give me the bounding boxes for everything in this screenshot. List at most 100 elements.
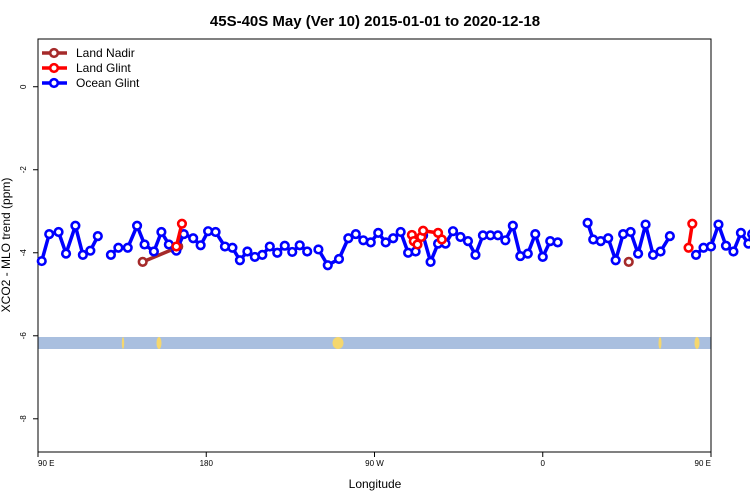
ocean-glint-point — [713, 219, 724, 230]
land-patch — [156, 337, 162, 349]
ocean-glint-point — [350, 228, 361, 240]
legend-ocean-glint-label: Ocean Glint — [76, 76, 140, 90]
ocean-glint-point — [131, 220, 143, 231]
ocean-glint-point — [720, 240, 732, 251]
ocean-glint-point — [690, 249, 702, 260]
land-glint-point — [171, 241, 182, 252]
ocean-glint-point — [92, 231, 103, 242]
ocean-glint-point — [447, 226, 459, 237]
ocean-glint-point — [552, 237, 563, 248]
ocean-glint-point — [122, 242, 133, 253]
ocean-glint-point — [470, 249, 481, 260]
ocean-glint-point — [530, 228, 541, 240]
ocean-glint-point — [313, 244, 324, 255]
ocean-glint-point — [492, 230, 503, 241]
land-glint-point — [412, 239, 423, 250]
land-nadir-point — [623, 256, 634, 267]
ocean-glint-point — [705, 241, 717, 252]
ocean-glint-point — [85, 245, 96, 256]
ocean-glint-point — [113, 242, 124, 253]
ocean-glint-point — [148, 246, 160, 257]
ocean-glint-point — [272, 247, 283, 258]
ocean-glint-point — [105, 249, 117, 260]
ocean-glint-point — [70, 220, 81, 231]
ocean-glint-point — [388, 233, 399, 244]
ocean-glint-point — [462, 236, 474, 247]
y-tick-label: -2 — [19, 166, 28, 174]
ocean-glint-series — [36, 217, 750, 271]
y-tick-label: -6 — [19, 332, 28, 340]
y-tick-label: 0 — [19, 84, 28, 89]
land-glint-point — [176, 218, 188, 229]
ocean-glint-point — [53, 226, 64, 238]
ocean-glint-point — [264, 241, 275, 252]
land-patch — [332, 337, 344, 349]
ocean-glint-point — [257, 249, 268, 260]
legend-land-glint-label: Land Glint — [76, 61, 131, 75]
land-glint-point — [683, 242, 694, 253]
ocean-glint-point — [36, 255, 47, 267]
ocean-glint-point — [537, 251, 548, 263]
ocean-glint-point — [507, 220, 518, 231]
legend-land-nadir-marker — [48, 47, 60, 59]
ocean-glint-point — [365, 237, 376, 248]
y-axis: 0 -2 -4 -6 -8 — [19, 84, 38, 422]
ocean-glint-point — [302, 246, 313, 257]
ocean-glint-point — [322, 260, 333, 271]
legend-land-nadir-label: Land Nadir — [76, 46, 135, 60]
series-layer — [36, 217, 750, 271]
ocean-glint-point — [395, 226, 406, 238]
ocean-glint-point — [227, 242, 238, 253]
ocean-glint-point — [294, 240, 305, 251]
land-patch — [121, 337, 125, 349]
legend-land-glint-marker — [48, 62, 60, 74]
ocean-glint-point — [188, 233, 199, 244]
x-tick-label: 0 — [541, 459, 546, 468]
ocean-glint-point — [582, 217, 593, 228]
ocean-glint-point — [60, 248, 72, 259]
ocean-glint-point — [728, 246, 739, 257]
ocean-glint-point — [210, 226, 221, 238]
land-glint-point — [436, 234, 447, 245]
x-tick-label: 90 E — [38, 459, 54, 468]
ocean-glint-point — [655, 246, 666, 257]
y-tick-label: -8 — [19, 415, 28, 423]
ocean-glint-point — [373, 227, 384, 238]
ocean-strip — [38, 337, 711, 349]
y-tick-label: -4 — [19, 249, 28, 257]
ocean-glint-point — [625, 226, 636, 238]
ocean-glint-point — [500, 235, 511, 246]
x-tick-label: 90 E — [695, 459, 711, 468]
land-patch — [658, 337, 662, 349]
ocean-glint-point — [603, 233, 614, 244]
ocean-glint-point — [455, 231, 466, 243]
ocean-glint-point — [735, 227, 747, 238]
ocean-glint-point — [242, 246, 253, 257]
land-glint-series — [171, 218, 698, 253]
ocean-glint-point — [333, 253, 345, 265]
ocean-glint-point — [279, 240, 290, 251]
ocean-glint-point — [139, 239, 150, 250]
chart-title: 45S-40S May (Ver 10) 2015-01-01 to 2020-… — [210, 13, 540, 30]
ocean-glint-point — [287, 246, 298, 258]
ocean-glint-point — [234, 255, 245, 266]
ocean-glint-point — [640, 219, 651, 230]
land-mask-strip — [38, 337, 711, 349]
land-glint-point — [418, 225, 429, 236]
ocean-glint-point — [380, 237, 391, 248]
ocean-glint-point — [664, 231, 675, 242]
ocean-glint-point — [44, 228, 55, 240]
x-axis-label: Longitude — [349, 477, 402, 491]
x-tick-label: 90 W — [365, 459, 384, 468]
ocean-glint-point — [743, 238, 750, 249]
ocean-glint-point — [77, 249, 88, 260]
ocean-glint-point — [425, 256, 436, 267]
legend-ocean-glint-marker — [48, 77, 60, 89]
x-tick-label: 180 — [200, 459, 214, 468]
ocean-glint-point — [522, 248, 533, 259]
y-axis-label: XCO2 - MLO trend (ppm) — [0, 178, 13, 313]
ocean-glint-point — [610, 255, 621, 266]
